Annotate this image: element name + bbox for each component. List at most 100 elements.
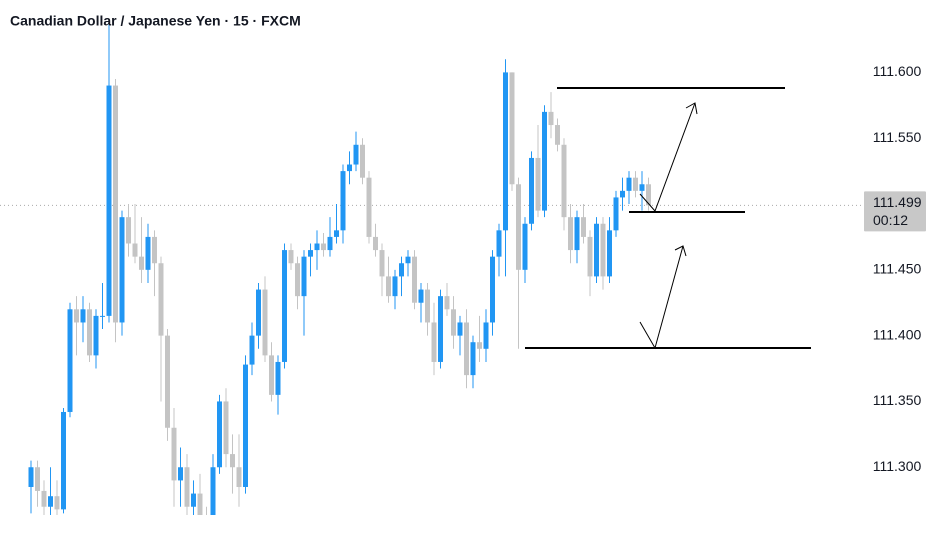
candle-body bbox=[496, 230, 502, 257]
candle-body bbox=[184, 467, 190, 507]
arrow-up bbox=[639, 245, 684, 350]
candle-body bbox=[509, 72, 515, 185]
candle-body bbox=[132, 243, 138, 257]
y-tick-label: 111.600 bbox=[873, 63, 922, 79]
candle-body bbox=[269, 355, 274, 395]
candle-body bbox=[438, 296, 443, 362]
candle-body bbox=[431, 322, 437, 362]
candle-body bbox=[392, 276, 398, 297]
candle-body bbox=[405, 256, 411, 264]
candle-body bbox=[548, 111, 554, 126]
y-tick-label: 111.450 bbox=[873, 261, 922, 277]
y-tick-label: 111.550 bbox=[873, 129, 922, 145]
candle-body bbox=[477, 342, 482, 349]
candle-body bbox=[256, 289, 261, 336]
candle-body bbox=[223, 401, 229, 455]
x-tick-label: 12:00 bbox=[65, 522, 100, 538]
arrow-up bbox=[639, 102, 696, 212]
candle-body bbox=[574, 217, 580, 251]
candle-body bbox=[152, 236, 157, 264]
candle-body bbox=[522, 223, 528, 270]
y-tick-label: 111.300 bbox=[873, 458, 922, 474]
candle-body bbox=[327, 236, 333, 251]
candle-body bbox=[204, 517, 209, 539]
candle-body bbox=[418, 289, 424, 303]
candle-body bbox=[600, 223, 606, 277]
arrow-head bbox=[674, 245, 687, 257]
candle-body bbox=[594, 223, 599, 277]
candle-body bbox=[74, 309, 79, 323]
candle-body bbox=[535, 157, 541, 211]
candle-body bbox=[490, 256, 495, 323]
candle-body bbox=[288, 250, 294, 264]
x-tick-label: 09:00 bbox=[611, 522, 646, 538]
candle-body bbox=[529, 157, 534, 224]
candle-body bbox=[613, 197, 619, 231]
candle-body bbox=[366, 177, 372, 237]
candle-body bbox=[28, 467, 34, 487]
candle-body bbox=[639, 184, 645, 191]
candle-body bbox=[48, 496, 53, 507]
chart-title: Canadian Dollar / Japanese Yen · 15 · FX… bbox=[10, 13, 301, 29]
candle-body bbox=[620, 190, 625, 198]
candle-body bbox=[386, 276, 391, 297]
candle-body bbox=[126, 217, 131, 244]
candle-body bbox=[210, 467, 216, 515]
plot-area: 09:00 12:00 15:00 18:00 21:00 16 03:00 06:00 09:… bbox=[0, 19, 880, 539]
candle-body bbox=[35, 467, 40, 491]
candle-body bbox=[542, 111, 547, 211]
candle-body bbox=[444, 296, 450, 310]
candle-body bbox=[464, 322, 469, 376]
candle-body bbox=[217, 401, 222, 468]
x-tick-label: 21:00 bbox=[299, 522, 334, 538]
drawings bbox=[525, 87, 811, 350]
candle-body bbox=[139, 256, 144, 270]
y-tick-label: 111.350 bbox=[873, 392, 922, 408]
candle-body bbox=[197, 493, 203, 515]
candle-body bbox=[353, 144, 359, 165]
candle-body bbox=[295, 263, 300, 297]
candle-body bbox=[626, 177, 632, 191]
candle-body bbox=[145, 236, 151, 270]
candle-body bbox=[561, 144, 567, 218]
candle-body bbox=[275, 361, 281, 395]
candle-body bbox=[243, 364, 248, 487]
candle-body bbox=[581, 217, 586, 237]
candle-body bbox=[113, 85, 118, 323]
x-tick-label: 15:00 bbox=[143, 522, 178, 538]
candle-body bbox=[67, 309, 73, 412]
candle-body bbox=[61, 411, 66, 510]
candle-body bbox=[301, 256, 307, 297]
candle-body bbox=[321, 243, 326, 251]
candle-body bbox=[470, 342, 476, 376]
candle-body bbox=[249, 335, 255, 365]
x-tick-label: 18:00 bbox=[221, 522, 256, 538]
candle-body bbox=[119, 217, 125, 323]
candle-body bbox=[373, 236, 378, 251]
candle-body bbox=[230, 454, 235, 468]
candle-body bbox=[412, 256, 417, 303]
candle-body bbox=[93, 315, 99, 356]
candle-body bbox=[379, 250, 385, 277]
x-tick-label: 18:00 bbox=[845, 522, 880, 538]
last-price-box bbox=[864, 191, 926, 232]
y-tick-label: 111.400 bbox=[873, 326, 922, 342]
candle-body bbox=[308, 250, 313, 257]
candle-body bbox=[646, 184, 651, 206]
candle-body bbox=[451, 309, 456, 336]
candle-body bbox=[236, 467, 242, 487]
candle-body bbox=[158, 263, 164, 336]
candle-body bbox=[106, 85, 112, 316]
x-tick-label: 16 bbox=[387, 522, 403, 538]
x-tick-label: 09:00 bbox=[0, 522, 23, 538]
x-tick-label: 15:00 bbox=[767, 522, 802, 538]
candle-body bbox=[41, 490, 47, 507]
candle-body bbox=[340, 171, 346, 231]
candle-body bbox=[314, 243, 320, 251]
candle-body bbox=[483, 322, 489, 349]
candle-body bbox=[178, 467, 183, 481]
x-tick-label: 12:00 bbox=[689, 522, 724, 538]
candle-body bbox=[87, 309, 92, 356]
candle-body bbox=[555, 125, 560, 145]
